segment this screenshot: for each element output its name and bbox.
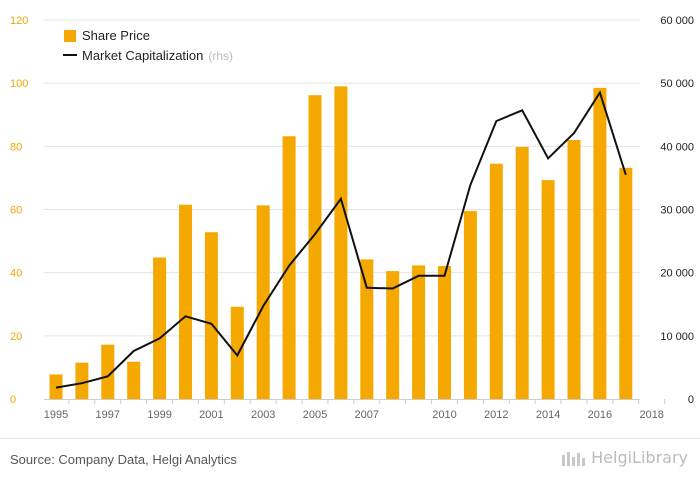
bar-share-price — [593, 87, 607, 399]
right-tick-label: 30 000 — [660, 205, 694, 217]
x-tick-label: 2003 — [251, 409, 275, 421]
bar-share-price — [230, 306, 244, 399]
left-tick-label: 120 — [10, 15, 28, 27]
x-tick-label: 2007 — [355, 409, 379, 421]
left-axis-ticks: 0 20 40 60 80 100 120 — [10, 15, 28, 406]
bar-share-price — [75, 362, 89, 399]
legend-label-market-cap: Market Capitalization (rhs) — [82, 48, 233, 63]
bar-share-price — [541, 180, 555, 399]
bar-share-price — [153, 257, 167, 399]
bar-share-price — [463, 211, 477, 399]
x-tick-label: 2012 — [484, 409, 508, 421]
x-axis: 1995 1997 1999 2001 2003 2005 2007 2010 2012 2014… — [44, 399, 666, 421]
x-tick-label: 1995 — [44, 409, 68, 421]
bar-share-price — [179, 204, 192, 399]
bar-share-price — [282, 136, 296, 399]
legend-swatch-share-price — [64, 30, 76, 42]
x-tick-label: 2001 — [199, 409, 223, 421]
right-tick-label: 10 000 — [660, 331, 694, 343]
right-tick-label: 40 000 — [660, 141, 694, 153]
bar-share-price — [438, 266, 451, 399]
share-price-bars — [49, 86, 633, 399]
left-tick-label: 0 — [10, 394, 16, 406]
legend-market-cap-suffix: (rhs) — [208, 49, 233, 63]
library-logo-icon — [562, 451, 586, 466]
x-tick-label: 2016 — [588, 409, 612, 421]
bar-share-price — [334, 86, 348, 399]
legend-label-share-price: Share Price — [82, 28, 150, 43]
bar-share-price — [101, 344, 115, 399]
legend: Share Price Market Capitalization (rhs) — [63, 28, 233, 63]
left-tick-label: 20 — [10, 331, 22, 343]
bar-share-price — [256, 205, 270, 399]
x-tick-label: 1997 — [96, 409, 120, 421]
footer-divider — [0, 438, 700, 439]
left-tick-label: 40 — [10, 268, 22, 280]
brand-name: HelgiLibrary — [591, 448, 688, 467]
bar-share-price — [204, 232, 218, 399]
x-tick-label: 1999 — [147, 409, 171, 421]
right-tick-label: 20 000 — [660, 268, 694, 280]
source-note: Source: Company Data, Helgi Analytics — [10, 452, 237, 467]
x-tick-label: 2014 — [536, 409, 560, 421]
right-axis-ticks: 0 10 000 20 000 30 000 40 000 50 000 60 000 — [660, 15, 694, 406]
bar-share-price — [412, 265, 426, 399]
left-tick-label: 80 — [10, 141, 22, 153]
bar-share-price — [515, 146, 529, 399]
right-tick-label: 60 000 — [660, 15, 694, 27]
bar-share-price — [127, 361, 141, 399]
bar-share-price — [308, 95, 322, 399]
right-tick-label: 50 000 — [660, 78, 694, 90]
market-cap-line — [55, 90, 627, 389]
x-tick-label: 2005 — [303, 409, 327, 421]
legend-market-cap-name: Market Capitalization — [82, 48, 203, 63]
bar-share-price — [489, 163, 503, 399]
bar-share-price — [619, 167, 633, 399]
bar-share-price — [386, 271, 400, 399]
brand[interactable]: HelgiLibrary — [561, 448, 688, 467]
bar-share-price — [567, 140, 581, 399]
left-tick-label: 100 — [10, 78, 28, 90]
right-tick-label: 0 — [688, 394, 694, 406]
left-tick-label: 60 — [10, 205, 22, 217]
x-tick-label: 2010 — [432, 409, 456, 421]
x-tick-label: 2018 — [639, 409, 663, 421]
chart: 0 20 40 60 80 100 120 0 10 000 20 000 30 000 40 00… — [10, 15, 694, 421]
footer: Source: Company Data, Helgi Analytics He… — [0, 438, 700, 483]
bar-share-price — [360, 259, 374, 399]
